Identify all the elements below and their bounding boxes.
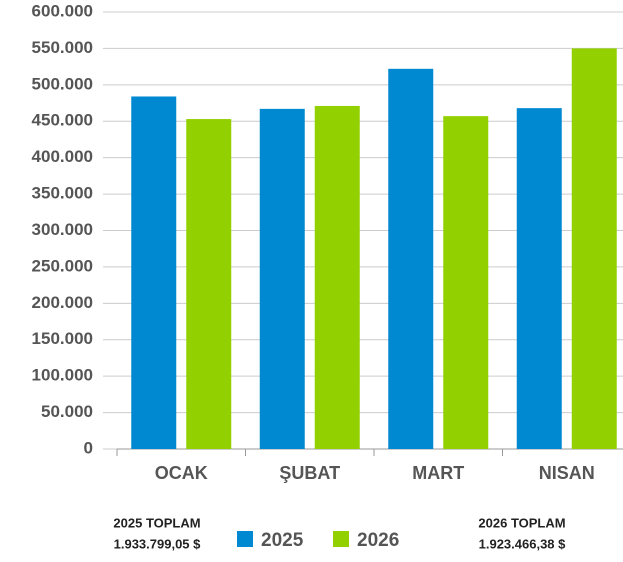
legend-swatch <box>333 531 349 547</box>
y-tick-label: 400.000 <box>32 147 93 166</box>
y-tick-label: 600.000 <box>32 1 93 20</box>
total-value: 1.923.466,38 $ <box>479 536 567 551</box>
y-tick-label: 350.000 <box>32 184 93 203</box>
y-tick-label: 150.000 <box>32 329 93 348</box>
bar <box>186 119 232 449</box>
y-tick-label: 450.000 <box>32 111 93 130</box>
total-title: 2025 TOPLAM <box>113 515 200 530</box>
bar <box>516 108 562 449</box>
y-tick-label: 500.000 <box>32 74 93 93</box>
y-tick-label: 300.000 <box>32 220 93 239</box>
x-tick-label: MART <box>412 463 464 483</box>
x-tick-label: ŞUBAT <box>279 463 340 483</box>
bar <box>314 105 360 449</box>
bar <box>571 48 617 450</box>
total-title: 2026 TOPLAM <box>478 515 565 530</box>
bar <box>388 68 434 449</box>
legend-label: 2026 <box>357 530 399 551</box>
y-tick-label: 200.000 <box>32 293 93 312</box>
legend-swatch <box>237 531 253 547</box>
bar <box>259 108 305 449</box>
y-tick-label: 550.000 <box>32 38 93 57</box>
y-tick-label: 0 <box>84 438 93 457</box>
total-value: 1.933.799,05 $ <box>114 536 202 551</box>
x-tick-label: OCAK <box>155 463 208 483</box>
y-tick-label: 100.000 <box>32 366 93 385</box>
bar <box>131 96 177 449</box>
y-tick-label: 250.000 <box>32 256 93 275</box>
bar <box>443 116 489 449</box>
y-tick-label: 50.000 <box>41 402 93 421</box>
x-tick-label: NISAN <box>539 463 595 483</box>
legend-label: 2025 <box>261 530 304 551</box>
